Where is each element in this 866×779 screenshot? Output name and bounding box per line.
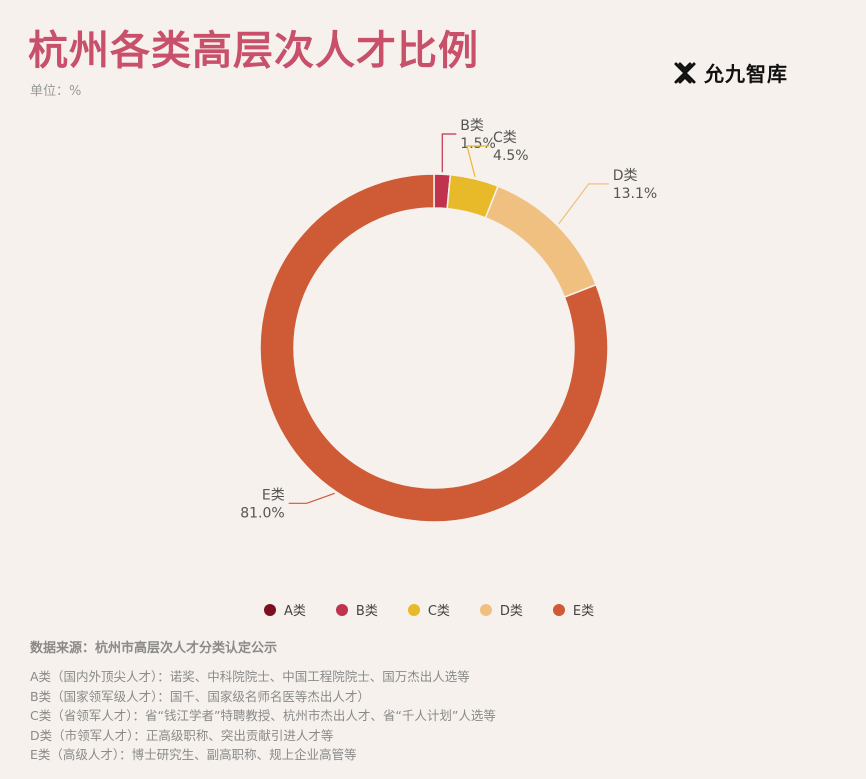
slice-value-label: 1.5% (460, 136, 496, 152)
slice-value-label: 13.1% (613, 186, 657, 202)
callout-line-C类 (466, 145, 490, 178)
data-source: 数据来源：杭州市高层次人才分类认定公示 (30, 641, 278, 656)
legend-label: C类 (427, 604, 450, 619)
note-e: E类（高级人才）：博士研究生、副高职称、规上企业高管等 (30, 747, 357, 762)
legend-item: C类 (407, 600, 450, 619)
note-b: B类（国家领军级人才）：国千、国家级名师名医等杰出人才） (30, 688, 370, 704)
logo-text: 允九智库 (704, 62, 788, 86)
donut-slice-D类 (484, 185, 598, 299)
slice-value-label: 4.5% (493, 148, 529, 164)
legend-item: E类 (552, 600, 595, 619)
slice-category-label: D类 (613, 168, 638, 184)
slice-category-label: E类 (262, 487, 285, 503)
note-d: D类（市领军人才）：正高级职称、突出贡献引进人才等 (30, 727, 334, 743)
callout-line-D类 (558, 183, 609, 225)
legend-label: A类 (284, 604, 306, 619)
slice-category-label: B类 (460, 118, 484, 134)
legend-item: D类 (479, 600, 523, 619)
unit-label: 单位：% (30, 84, 82, 99)
slice-value-label: 81.0% (240, 505, 284, 521)
callout-line-E类 (288, 492, 335, 504)
legend-swatch (407, 603, 420, 616)
legend-item: A类 (264, 600, 306, 619)
note-a: A类（国内外顶尖人才）：诺奖、中科院院士、中国工程院院士、国万杰出人选等 (30, 669, 470, 684)
x-logo-icon (674, 62, 696, 83)
legend-label: D类 (499, 604, 523, 619)
page-title: 杭州各类高层次人才比例 (28, 28, 479, 74)
legend-label: E类 (572, 604, 595, 619)
note-c: C类（省领军人才）：省“钱江学者”特聘教授、杭州市杰出人才、省“千人计划”人选等 (30, 708, 496, 723)
donut-chart: B类 1.5%C类 4.5% D类 13.1% E类 81.0% (240, 118, 657, 523)
legend-swatch (264, 603, 276, 616)
legend-swatch (479, 603, 492, 616)
brand-logo: 允九智库 (672, 58, 788, 87)
legend-item: B类 (335, 600, 378, 619)
slice-category-label: C类 (493, 130, 517, 146)
legend-label: B类 (355, 604, 378, 619)
callout-line-B类 (441, 133, 457, 173)
donut-slice-E类 (259, 173, 609, 523)
legend-swatch (335, 603, 348, 616)
legend-swatch (552, 603, 565, 616)
category-notes: A类（国内外顶尖人才）：诺奖、中科院院士、中国工程院院士、国万杰出人选等 B类（… (30, 667, 496, 765)
chart-legend: A类 B类 C类 D类 E类 (264, 600, 594, 619)
